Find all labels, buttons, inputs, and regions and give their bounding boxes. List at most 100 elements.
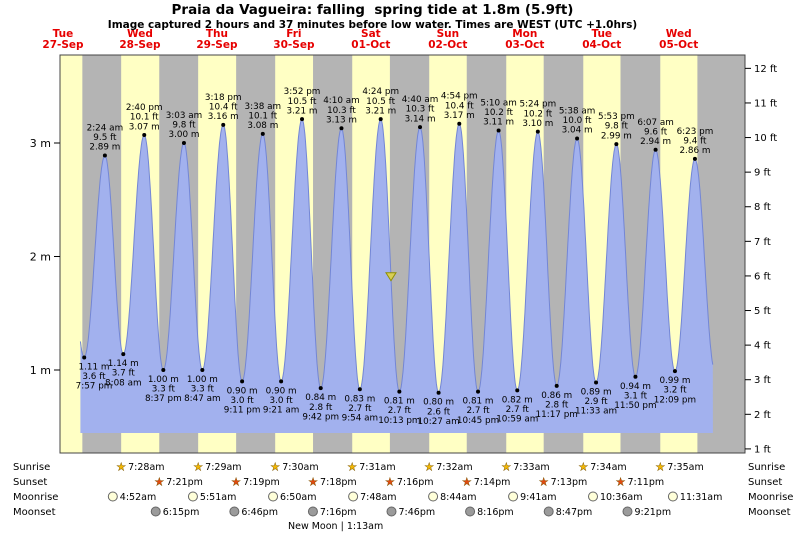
moonrise-time-label: 5:51am xyxy=(200,492,236,503)
tide-extreme-dot xyxy=(554,383,559,388)
moonrise-circle-icon xyxy=(187,491,198,502)
tide-annotation-high: 3.04 m xyxy=(562,126,593,136)
tide-extreme-dot xyxy=(515,388,520,393)
sunset-time-label: 7:19pm xyxy=(243,477,280,488)
axis-right-label: 1 ft xyxy=(754,444,771,455)
day-label: Fri xyxy=(286,28,301,40)
tide-annotation-low: 9:21 am xyxy=(263,406,300,416)
tide-annotation-low: 8:37 pm xyxy=(145,394,182,404)
axis-left-label: 2 m xyxy=(30,251,51,264)
sunrise-time-label: 7:34am xyxy=(590,462,626,473)
moonrise-circle-icon xyxy=(268,491,279,502)
moonset-time-label: 9:21pm xyxy=(634,507,671,518)
tide-annotation-low: 0.89 m xyxy=(581,387,612,397)
moonrise-time-label: 11:31am xyxy=(680,492,722,503)
tide-extreme-dot xyxy=(260,131,265,136)
tide-annotation-low: 11:50 pm xyxy=(614,401,656,411)
axis-right-label: 3 ft xyxy=(754,375,771,386)
moonrise-time-label: 9:41am xyxy=(520,492,556,503)
tide-extreme-dot xyxy=(457,121,462,126)
sunset-time-label: 7:18pm xyxy=(320,477,357,488)
sunrise-star-icon: ★ xyxy=(193,461,203,474)
moonset-circle-icon xyxy=(150,506,161,517)
tide-extreme-dot xyxy=(397,389,402,394)
tide-annotation-low: 1.14 m xyxy=(108,359,139,369)
moonrise-circle-icon xyxy=(667,491,678,502)
tide-annotation-low: 9:11 pm xyxy=(224,406,261,416)
tide-annotation-high: 5:24 pm xyxy=(519,100,556,110)
tide-annotation-high: 9.6 ft xyxy=(644,127,668,137)
axis-right-label: 11 ft xyxy=(754,98,777,109)
tide-annotation-high: 4:40 am xyxy=(402,95,439,105)
tide-annotation-low: 10:45 pm xyxy=(457,416,499,426)
sunrise-star-icon: ★ xyxy=(655,461,665,474)
tide-extreme-dot xyxy=(614,142,619,147)
tide-annotation-high: 3:52 pm xyxy=(284,87,321,97)
tide-annotation-high: 10.3 ft xyxy=(327,106,356,116)
tide-annotation-high: 3.00 m xyxy=(168,130,199,140)
tide-annotation-high: 9.4 ft xyxy=(683,136,707,146)
row-label-left-moonset: Moonset xyxy=(13,507,56,518)
moonrise-time-label: 7:48am xyxy=(360,492,396,503)
tide-annotation-high: 3.10 m xyxy=(522,119,553,129)
day-date-label: 01-Oct xyxy=(351,39,390,51)
sunset-star-icon: ★ xyxy=(616,476,626,489)
day-date-label: 03-Oct xyxy=(505,39,544,51)
tide-extreme-dot xyxy=(594,380,599,385)
tide-annotation-low: 3.3 ft xyxy=(152,385,176,395)
tide-annotation-high: 10.4 ft xyxy=(445,101,474,111)
day-label: Sat xyxy=(361,28,381,40)
tide-annotation-low: 3.2 ft xyxy=(663,386,687,396)
tide-annotation-high: 3.07 m xyxy=(129,122,160,132)
tide-extreme-dot xyxy=(82,355,87,360)
tide-annotation-low: 0.82 m xyxy=(502,395,533,405)
tide-annotation-high: 9.8 ft xyxy=(172,121,196,131)
sunrise-star-icon: ★ xyxy=(578,461,588,474)
tide-annotation-low: 8:47 am xyxy=(184,394,221,404)
moonset-time-label: 7:16pm xyxy=(320,507,357,518)
page-subtitle: Image captured 2 hours and 37 minutes be… xyxy=(107,19,638,31)
moonrise-time-label: 8:44am xyxy=(440,492,476,503)
sunset-time-label: 7:11pm xyxy=(628,477,665,488)
moonset-time-label: 7:46pm xyxy=(398,507,435,518)
tide-annotation-high: 10.2 ft xyxy=(523,109,552,119)
moonrise-time-label: 4:52am xyxy=(120,492,156,503)
tide-annotation-low: 11:17 pm xyxy=(536,410,578,420)
moonset-circle-icon xyxy=(307,506,318,517)
moonset-time-label: 6:15pm xyxy=(163,507,200,518)
tide-annotation-high: 9.8 ft xyxy=(605,122,629,132)
sunrise-time-label: 7:33am xyxy=(513,462,549,473)
tide-annotation-low: 2.7 ft xyxy=(388,406,412,416)
sunrise-time-label: 7:31am xyxy=(359,462,395,473)
day-label: Wed xyxy=(127,28,153,40)
tide-extreme-dot xyxy=(142,133,147,138)
tide-annotation-low: 0.81 m xyxy=(463,397,494,407)
day-label: Wed xyxy=(666,28,692,40)
day-date-label: 02-Oct xyxy=(428,39,467,51)
sunset-star-icon: ★ xyxy=(462,476,472,489)
tide-annotation-high: 3.14 m xyxy=(405,114,436,124)
tide-extreme-dot xyxy=(221,122,226,127)
day-label: Thu xyxy=(206,28,228,40)
tide-annotation-low: 2.7 ft xyxy=(348,404,372,414)
day-label: Sun xyxy=(437,28,460,40)
tide-annotation-high: 2.86 m xyxy=(679,146,710,156)
tide-extreme-dot xyxy=(575,136,580,141)
tide-annotation-low: 1.00 m xyxy=(187,375,218,385)
tide-annotation-high: 6:07 am xyxy=(637,118,674,128)
tide-annotation-low: 2.8 ft xyxy=(309,403,333,413)
sunrise-star-icon: ★ xyxy=(501,461,511,474)
tide-annotation-high: 10.5 ft xyxy=(288,97,317,107)
tide-annotation-high: 4:24 pm xyxy=(362,87,399,97)
sunrise-star-icon: ★ xyxy=(347,461,357,474)
tide-annotation-low: 3.3 ft xyxy=(191,385,215,395)
axis-left-label: 3 m xyxy=(30,137,51,150)
day-label: Tue xyxy=(591,28,612,40)
sunrise-time-label: 7:32am xyxy=(436,462,472,473)
sunrise-star-icon: ★ xyxy=(270,461,280,474)
moonrise-circle-icon xyxy=(588,491,599,502)
tide-annotation-low: 9:42 pm xyxy=(302,412,339,422)
sunset-star-icon: ★ xyxy=(308,476,318,489)
tide-annotation-high: 10.4 ft xyxy=(209,102,238,112)
tide-annotation-high: 2.99 m xyxy=(601,131,632,141)
